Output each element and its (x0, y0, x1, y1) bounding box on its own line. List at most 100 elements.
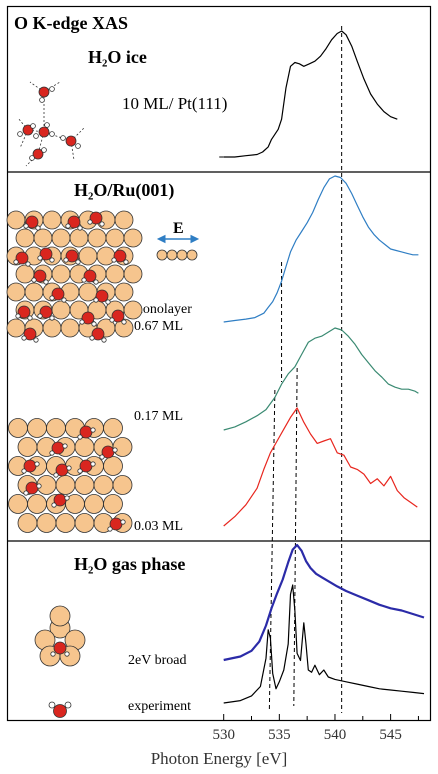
x-axis-label: Photon Energy [eV] (151, 749, 288, 768)
ru-atom (8, 494, 28, 514)
hydrogen-bond (70, 140, 75, 161)
hydrogen-atom (75, 259, 81, 265)
oxygen-atom (65, 249, 79, 263)
ru-atom (51, 228, 71, 248)
hydrogen-atom (36, 483, 42, 489)
oxygen-atom (81, 311, 95, 325)
ru-surface-low-coverage-illustration (8, 418, 133, 533)
hydrogen-atom (17, 131, 23, 137)
hydrogen-atom (49, 295, 55, 301)
hydrogen-atom (87, 219, 93, 225)
oxygen-atom (33, 269, 47, 283)
hydrogen-atom (64, 701, 72, 709)
ru-atom (84, 494, 104, 514)
hydrogen-atom (93, 279, 99, 285)
hydrogen-atom (31, 277, 37, 283)
ru-atom (55, 513, 76, 533)
panel-ru-title: H₂O/Ru(001) (74, 180, 174, 201)
oxygen-atom (51, 287, 65, 301)
hydrogen-atom (49, 450, 55, 456)
ru-atom (186, 249, 198, 261)
ru-atom (93, 475, 114, 495)
hydrogen-bond (70, 127, 85, 142)
hydrogen-atom (64, 495, 70, 501)
hydrogen-atom (64, 651, 70, 657)
ru-atom (114, 318, 134, 338)
x-tick-label: 540 (324, 727, 347, 743)
label-monolayer: monolayer (132, 302, 192, 317)
oxygen-atom (113, 249, 127, 263)
hydrogen-atom (13, 259, 19, 265)
ru-atom (103, 418, 123, 438)
ru-atom (156, 249, 168, 261)
ru-atom (24, 282, 44, 302)
hydrogen-atom (63, 257, 69, 263)
series-line (223, 584, 425, 704)
oxygen-atom (95, 289, 109, 303)
ru-atom (112, 437, 133, 457)
hydrogen-atom (90, 427, 96, 433)
hydrogen-atom (121, 319, 127, 325)
ru-atom (6, 282, 26, 302)
oxygen-atom (53, 641, 67, 655)
hydrogen-atom (91, 321, 97, 327)
ru-surface-monolayer-illustration (6, 210, 143, 343)
x-tick-label: 545 (379, 727, 402, 743)
ru-atom (166, 249, 178, 261)
oxygen-atom (111, 309, 125, 323)
oxygen-atom (67, 215, 81, 229)
hydrogen-atom (48, 701, 56, 709)
ru-atom (27, 494, 47, 514)
hydrogen-atom (30, 123, 36, 129)
hydrogen-atom (65, 223, 71, 229)
hydrogen-atom (33, 133, 39, 139)
ru-atom (46, 418, 66, 438)
hydrogen-atom (27, 315, 33, 321)
ru-atom (6, 210, 26, 230)
ru-atom (123, 228, 143, 248)
figure-title: O K-edge XAS (14, 13, 128, 33)
hydrogen-atom (49, 257, 55, 263)
oxygen-atom (25, 215, 39, 229)
spectra (219, 30, 425, 704)
oxygen-atom (38, 126, 50, 138)
hydrogen-atom (25, 261, 31, 267)
oxygen-atom (83, 269, 97, 283)
ru-atom (87, 228, 107, 248)
hydrogen-bond (19, 129, 29, 149)
hydrogen-atom (35, 225, 41, 231)
gas-phase-molecule-illustration (34, 605, 86, 718)
ru-atom (103, 494, 123, 514)
panel-ice-title: H₂O ice (88, 47, 147, 67)
panel-gas-title: H₂O gas phase (74, 554, 185, 574)
hydrogen-bond (29, 81, 45, 93)
ru-atom (17, 437, 38, 457)
ru-atom (112, 475, 133, 495)
hydrogen-atom (60, 135, 66, 141)
hydrogen-atom (37, 255, 43, 261)
oxygen-atom (65, 135, 77, 147)
oxygen-atom (32, 148, 44, 160)
hydrogen-atom (107, 526, 113, 532)
oxygen-atom (17, 305, 31, 319)
ru-atom (74, 437, 95, 457)
hydrogen-atom (43, 279, 49, 285)
hydrogen-atom (66, 465, 72, 471)
label-003ml: 0.03 ML (134, 519, 183, 534)
reference-line (268, 389, 276, 713)
series-line (223, 327, 419, 431)
hydrogen-atom (90, 461, 96, 467)
hydrogen-atom (23, 490, 29, 496)
hydrogen-atom (61, 297, 67, 303)
hydrogen-atom (44, 122, 50, 128)
ru-atom (103, 456, 123, 476)
ru-atom (176, 249, 188, 261)
oxygen-atom (89, 211, 103, 225)
e-vector-arrow-icon (156, 234, 200, 244)
hydrogen-atom (79, 319, 85, 325)
ru-atom (17, 513, 38, 533)
x-axis-ticks: 530 535 540 545 (212, 714, 419, 743)
hydrogen-atom (39, 97, 45, 103)
hydrogen-atom (75, 143, 81, 149)
ru-atom (51, 264, 71, 284)
